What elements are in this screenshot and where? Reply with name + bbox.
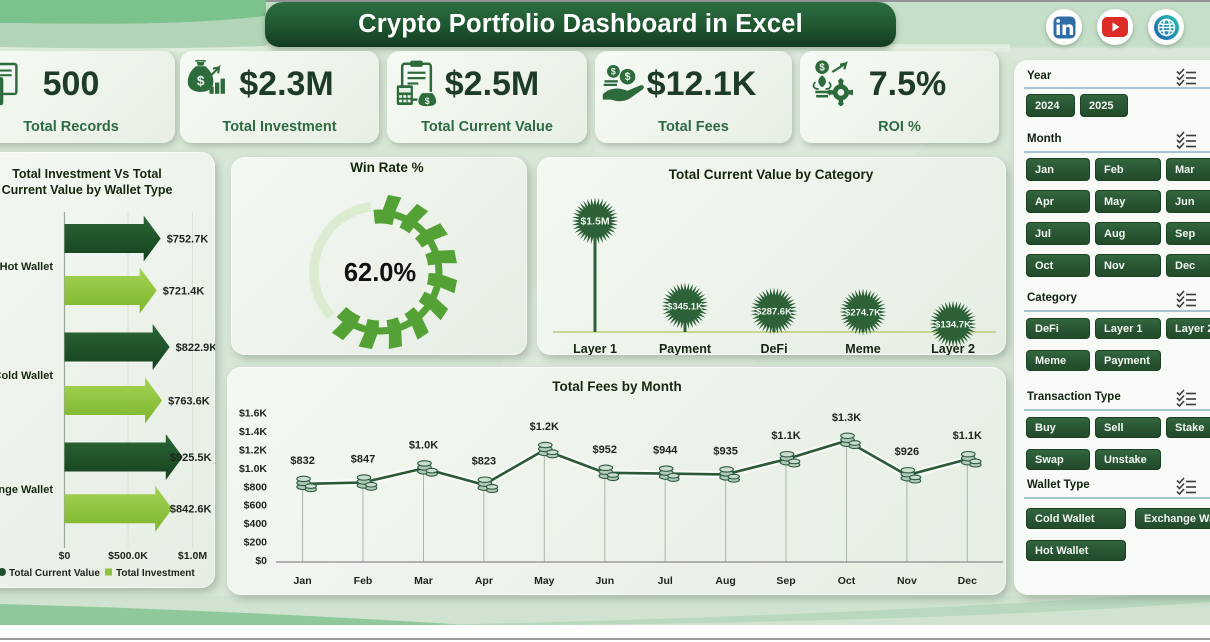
svg-text:Apr: Apr <box>475 575 493 587</box>
svg-text:$832: $832 <box>290 455 314 467</box>
svg-text:$935: $935 <box>713 445 737 457</box>
svg-text:$274.7K: $274.7K <box>845 308 881 319</box>
svg-text:62.0%: 62.0% <box>344 259 416 287</box>
svg-text:Win Rate %: Win Rate % <box>350 160 423 175</box>
svg-text:$800: $800 <box>244 481 268 493</box>
svg-text:Layer 1: Layer 1 <box>573 342 617 355</box>
svg-text:$1.1K: $1.1K <box>953 430 982 442</box>
svg-text:$0: $0 <box>255 555 267 567</box>
svg-text:$345.1K: $345.1K <box>667 302 703 313</box>
svg-text:DeFi: DeFi <box>760 342 787 355</box>
svg-text:May: May <box>534 575 555 587</box>
svg-text:$: $ <box>611 66 616 76</box>
svg-text:Total Investment Vs Total: Total Investment Vs Total <box>12 167 162 181</box>
svg-text:Jan: Jan <box>294 575 312 587</box>
svg-text:$1.6K: $1.6K <box>239 408 267 420</box>
svg-text:$1.0K: $1.0K <box>409 439 438 451</box>
svg-text:$842.6K: $842.6K <box>170 504 212 516</box>
svg-text:$134.7K: $134.7K <box>935 320 971 331</box>
svg-text:Nov: Nov <box>897 575 917 587</box>
svg-text:Payment: Payment <box>659 342 712 355</box>
svg-text:Aug: Aug <box>715 575 735 587</box>
svg-text:$1.3K: $1.3K <box>832 412 861 424</box>
svg-text:$1.0K: $1.0K <box>239 463 267 475</box>
svg-text:$: $ <box>625 71 631 83</box>
svg-text:$600: $600 <box>244 500 268 512</box>
svg-text:Dec: Dec <box>958 575 977 587</box>
svg-text:Total Current Value by Categor: Total Current Value by Category <box>669 167 874 182</box>
svg-text:$1.0M: $1.0M <box>178 550 207 562</box>
svg-text:Jun: Jun <box>595 575 614 587</box>
svg-text:Sep: Sep <box>776 575 795 587</box>
svg-text:$1.2K: $1.2K <box>530 421 559 433</box>
svg-text:$752.7K: $752.7K <box>167 234 209 246</box>
svg-text:$823: $823 <box>472 456 496 468</box>
svg-text:$952: $952 <box>593 444 617 456</box>
svg-text:Feb: Feb <box>354 575 373 587</box>
svg-text:Jul: Jul <box>658 575 673 587</box>
svg-text:$1.4K: $1.4K <box>239 426 267 438</box>
svg-text:$200: $200 <box>244 537 268 549</box>
svg-text:$: $ <box>425 96 430 106</box>
svg-text:Current Value by Wallet Type: Current Value by Wallet Type <box>2 183 173 197</box>
svg-text:$926: $926 <box>895 446 919 458</box>
svg-text:$400: $400 <box>244 518 268 530</box>
svg-text:Total Current Value: Total Current Value <box>9 568 100 579</box>
svg-text:Total Investment: Total Investment <box>116 568 195 579</box>
svg-text:Hot Wallet: Hot Wallet <box>0 261 53 273</box>
svg-text:Oct: Oct <box>838 575 856 587</box>
svg-text:$1.5M: $1.5M <box>580 216 609 228</box>
svg-text:Exchange Wallet: Exchange Wallet <box>0 484 53 496</box>
svg-text:$925.5K: $925.5K <box>170 452 212 464</box>
svg-text:$1.2K: $1.2K <box>239 444 267 456</box>
svg-text:$: $ <box>197 73 205 88</box>
svg-text:Layer 2: Layer 2 <box>931 342 975 355</box>
svg-text:Mar: Mar <box>414 575 433 587</box>
svg-text:Total Fees by Month: Total Fees by Month <box>552 379 682 394</box>
svg-text:$721.4K: $721.4K <box>163 286 205 298</box>
svg-text:$0: $0 <box>59 550 71 562</box>
svg-text:$: $ <box>819 63 825 74</box>
svg-text:$763.6K: $763.6K <box>168 396 210 408</box>
svg-text:$822.9K: $822.9K <box>176 342 215 354</box>
svg-text:$847: $847 <box>351 454 375 466</box>
svg-text:$287.6K: $287.6K <box>756 307 792 318</box>
svg-text:Meme: Meme <box>845 342 880 355</box>
svg-text:$1.1K: $1.1K <box>771 430 800 442</box>
svg-text:Cold Wallet: Cold Wallet <box>0 370 53 382</box>
svg-text:$500.0K: $500.0K <box>108 550 148 562</box>
svg-text:$944: $944 <box>653 445 678 457</box>
